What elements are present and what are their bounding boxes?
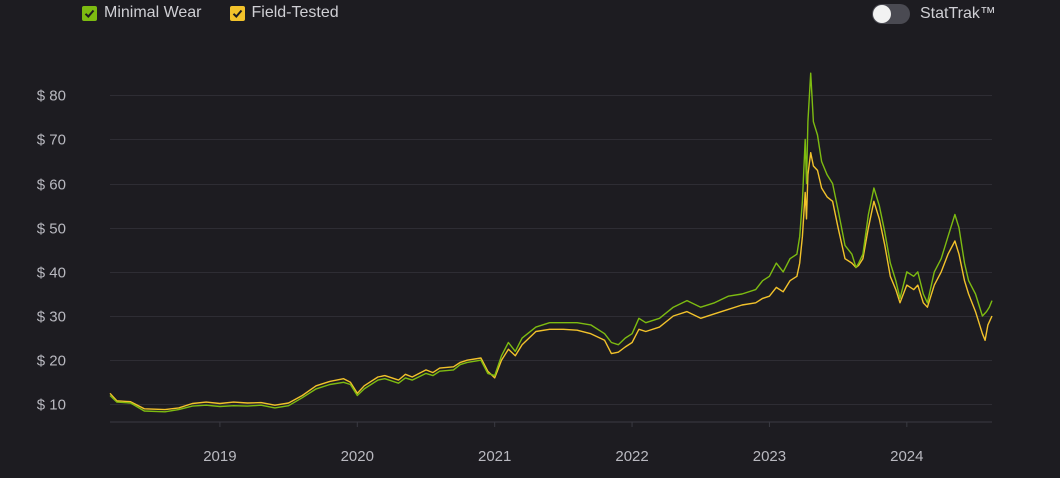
toggle-knob — [873, 5, 891, 23]
y-tick-label: $ 40 — [37, 265, 66, 282]
stattrak-toggle[interactable] — [872, 4, 910, 24]
y-tick-label: $ 80 — [37, 88, 66, 105]
y-tick-label: $ 70 — [37, 132, 66, 149]
y-tick-label: $ 50 — [37, 221, 66, 238]
x-tick-label: 2023 — [753, 448, 786, 465]
x-tick-label: 2021 — [478, 448, 511, 465]
chart-legend: Minimal Wear Field-Tested — [82, 4, 339, 22]
grid-lines — [110, 95, 992, 427]
x-tick-label: 2024 — [890, 448, 923, 465]
x-axis-tick-labels: 2019 2020 2021 2022 2023 2024 — [203, 448, 923, 465]
stattrak-toggle-group: StatTrak™ — [872, 4, 996, 24]
series-line-minimal-wear — [109, 72, 993, 413]
legend-label-field-tested: Field-Tested — [251, 4, 339, 21]
y-tick-label: $ 20 — [37, 353, 66, 370]
stattrak-label: StatTrak™ — [920, 5, 996, 22]
x-tick-label: 2019 — [203, 448, 236, 465]
legend-label-minimal-wear: Minimal Wear — [104, 4, 202, 21]
legend-item-field-tested[interactable]: Field-Tested — [229, 4, 339, 22]
x-tick-label: 2022 — [615, 448, 648, 465]
series-line-field-tested — [109, 151, 993, 411]
legend-item-minimal-wear[interactable]: Minimal Wear — [82, 4, 202, 22]
y-tick-label: $ 10 — [37, 397, 66, 414]
x-tick-label: 2020 — [341, 448, 374, 465]
series-lines — [109, 72, 993, 413]
checkbox-checked-icon[interactable] — [229, 5, 245, 21]
checkbox-checked-icon[interactable] — [82, 5, 97, 21]
y-tick-label: $ 30 — [37, 309, 66, 326]
y-axis-tick-labels: $ 10 $ 20 $ 30 $ 40 $ 50 $ 60 $ 70 $ 80 — [37, 88, 66, 414]
y-tick-label: $ 60 — [37, 177, 66, 194]
